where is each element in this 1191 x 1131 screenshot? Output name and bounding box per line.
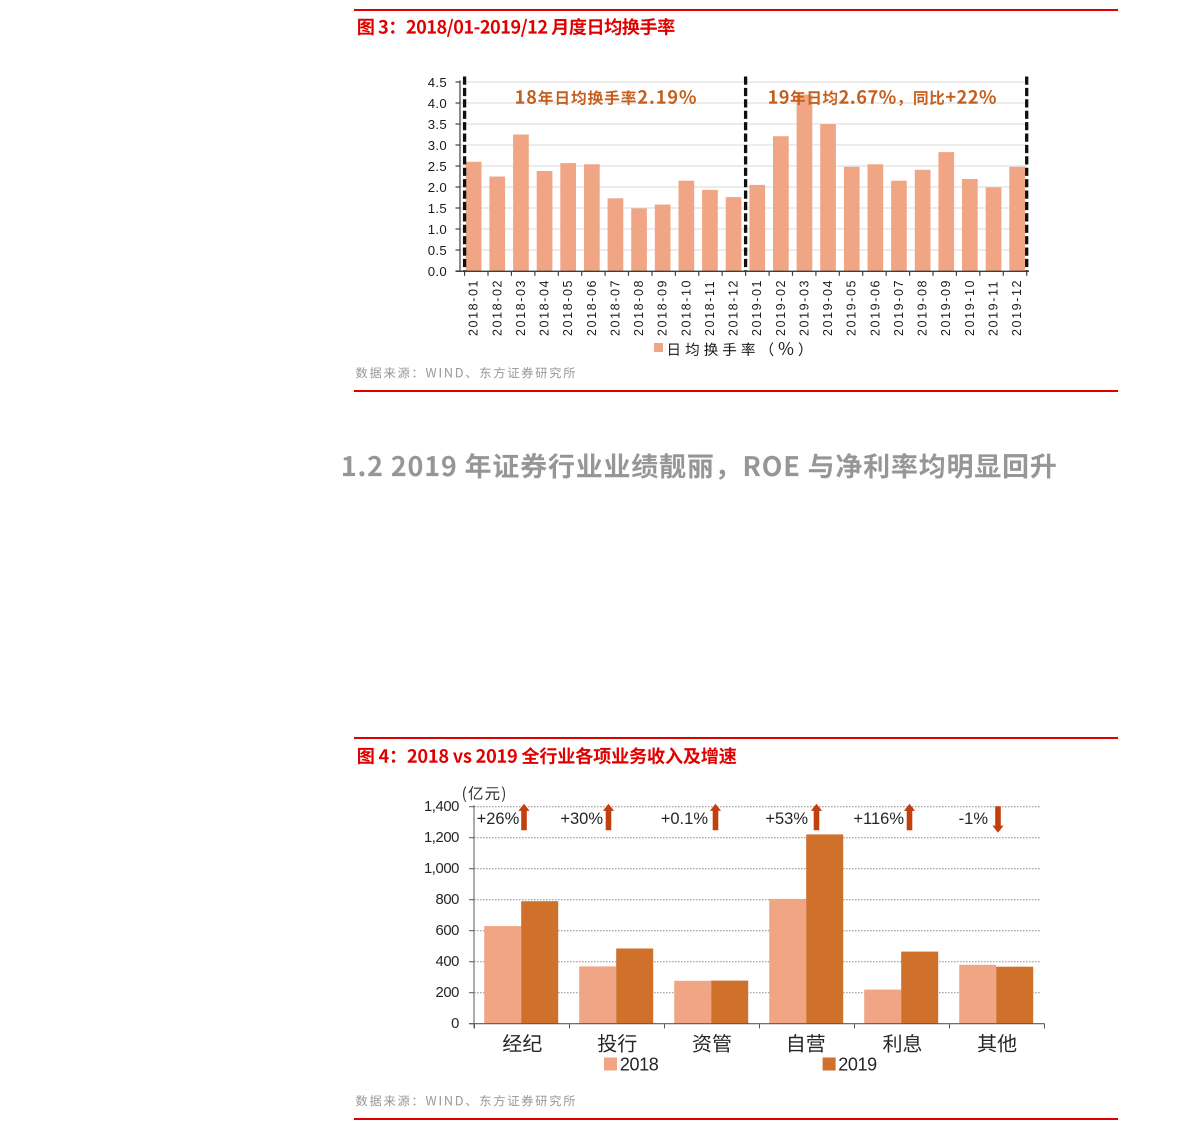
svg-text:4.5: 4.5 <box>428 75 447 90</box>
svg-text:2018: 2018 <box>620 1054 659 1074</box>
svg-text:+0.1%: +0.1% <box>661 810 709 828</box>
svg-text:2019: 2019 <box>838 1054 877 1074</box>
svg-text:+116%: +116% <box>853 810 904 828</box>
svg-text:2019-02: 2019-02 <box>774 279 788 336</box>
svg-text:400: 400 <box>436 954 460 970</box>
svg-text:2.0: 2.0 <box>428 180 447 195</box>
svg-text:2019-12: 2019-12 <box>1010 279 1024 336</box>
svg-text:+53%: +53% <box>765 810 808 828</box>
svg-text:3.5: 3.5 <box>428 117 447 132</box>
svg-text:2018-12: 2018-12 <box>727 279 741 336</box>
svg-text:+30%: +30% <box>560 810 603 828</box>
svg-text:1.5: 1.5 <box>428 201 447 216</box>
svg-text:1.0: 1.0 <box>428 222 447 237</box>
svg-text:2018-02: 2018-02 <box>490 279 504 336</box>
svg-text:4.0: 4.0 <box>428 96 447 111</box>
svg-text:2019-05: 2019-05 <box>845 279 859 336</box>
svg-text:2018-04: 2018-04 <box>538 279 552 336</box>
svg-text:2019-03: 2019-03 <box>798 279 812 336</box>
svg-text:200: 200 <box>436 985 460 1001</box>
svg-text:2018-01: 2018-01 <box>467 279 481 336</box>
svg-text:2019-09: 2019-09 <box>939 279 953 336</box>
svg-text:2019-06: 2019-06 <box>868 279 882 336</box>
svg-text:2019-04: 2019-04 <box>821 279 835 336</box>
svg-text:1,200: 1,200 <box>424 830 459 846</box>
svg-text:2.5: 2.5 <box>428 159 447 174</box>
svg-text:2018-05: 2018-05 <box>561 279 575 336</box>
svg-text:2018-07: 2018-07 <box>608 279 622 336</box>
svg-text:2018-10: 2018-10 <box>679 279 693 336</box>
svg-text:2018-08: 2018-08 <box>632 279 646 336</box>
svg-text:2019-11: 2019-11 <box>987 280 1001 336</box>
svg-text:2019-01: 2019-01 <box>750 279 764 336</box>
svg-text:2018-03: 2018-03 <box>514 279 528 336</box>
svg-text:+26%: +26% <box>477 810 520 828</box>
svg-text:-1%: -1% <box>959 810 989 828</box>
svg-text:2019-08: 2019-08 <box>916 279 930 336</box>
svg-text:2018-09: 2018-09 <box>656 279 670 336</box>
svg-text:0: 0 <box>451 1016 459 1032</box>
svg-text:2018-11: 2018-11 <box>703 280 717 336</box>
svg-text:3.0: 3.0 <box>428 138 447 153</box>
svg-text:0.5: 0.5 <box>428 243 447 258</box>
svg-text:0.0: 0.0 <box>428 264 447 279</box>
svg-text:800: 800 <box>436 892 460 908</box>
svg-text:1,000: 1,000 <box>424 861 459 877</box>
svg-text:2019-10: 2019-10 <box>963 279 977 336</box>
svg-text:2019-07: 2019-07 <box>892 279 906 336</box>
svg-text:1,400: 1,400 <box>424 799 459 815</box>
svg-text:2018-06: 2018-06 <box>585 279 599 336</box>
svg-text:600: 600 <box>436 923 460 939</box>
